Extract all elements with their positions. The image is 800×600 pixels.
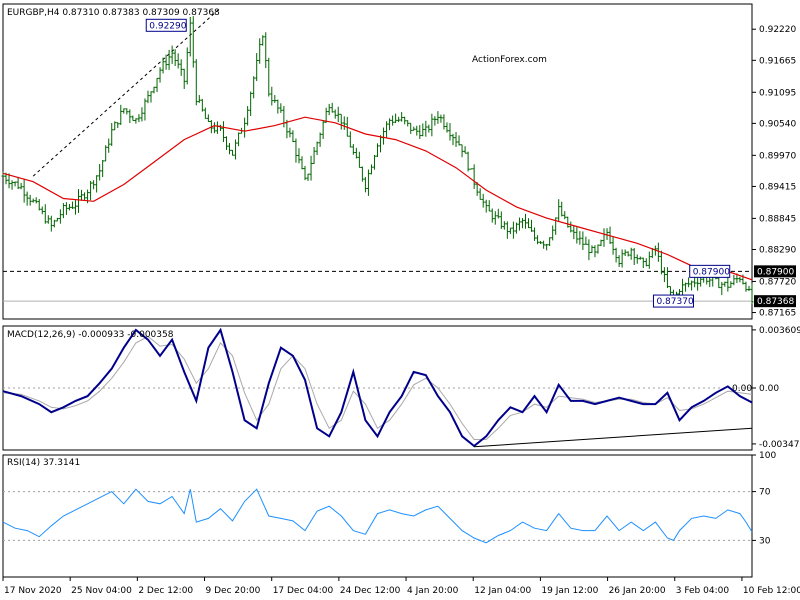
macd-tick-label: -0.003472 [759, 440, 800, 450]
x-tick-label: 24 Dec 12:00 [340, 586, 401, 596]
moving-average-line [2, 116, 753, 281]
rsi-tick-label: 100 [759, 451, 776, 461]
macd-line [2, 327, 753, 448]
price-annotation-box [145, 18, 187, 32]
price-level-tag-label: 0.87368 [757, 297, 794, 307]
price-tick-label: 0.91095 [759, 88, 796, 98]
x-tick-label: 3 Feb 04:00 [676, 586, 730, 596]
price-tick-label: 0.87720 [759, 277, 796, 287]
x-tick-label: 19 Jan 12:00 [541, 586, 598, 596]
x-tick-label: 2 Dec 12:00 [138, 586, 193, 596]
price-tick-label: 0.92220 [759, 25, 796, 35]
x-tick-label: 17 Nov 2020 [4, 586, 62, 596]
price-header: EURGBP,H4 0.87310 0.87383 0.87309 0.8736… [7, 8, 220, 18]
price-tick-label: 0.87165 [759, 309, 796, 319]
price-level-tag [754, 265, 796, 278]
price-tick-label: 0.89970 [759, 151, 796, 161]
watermark: ActionForex.com [472, 55, 547, 65]
macd-zero-label: 0.00 [732, 384, 752, 394]
price-level-tag [754, 295, 796, 308]
price-level-tag-label: 0.87900 [757, 267, 794, 277]
price-tick-label: 0.89415 [759, 182, 796, 192]
rsi-header: RSI(14) 37.3141 [7, 458, 80, 468]
macd-header: MACD(12,26,9) -0.000933 -0.000358 [7, 330, 174, 340]
x-tick-label: 26 Jan 20:00 [609, 586, 666, 596]
macd-tick-label: 0.003609 [759, 326, 800, 336]
price-trendline [32, 7, 221, 177]
price-annotation-label: 0.87900 [693, 267, 730, 277]
rsi-panel-frame [2, 454, 753, 578]
macd-tick-label: 0.00 [759, 384, 779, 394]
price-annotation-box [652, 294, 694, 308]
x-tick-label: 4 Jan 20:00 [407, 586, 459, 596]
rsi-tick-label: 70 [759, 488, 771, 498]
x-tick-label: 25 Nov 04:00 [71, 586, 132, 596]
price-panel-frame [2, 3, 753, 320]
price-annotation-label: 0.92290 [149, 21, 186, 31]
price-annotation-label: 0.87370 [656, 297, 693, 307]
macd-trendline [474, 427, 753, 448]
x-tick-label: 9 Dec 20:00 [206, 586, 261, 596]
price-tick-label: 0.91665 [759, 56, 796, 66]
x-tick-label: 12 Jan 04:00 [474, 586, 531, 596]
price-tick-label: 0.90540 [759, 119, 796, 129]
rsi-line [2, 488, 753, 544]
x-tick-label: 17 Dec 04:00 [273, 586, 334, 596]
price-tick-label: 0.88845 [759, 214, 796, 224]
rsi-tick-label: 30 [759, 536, 771, 546]
x-tick-label: 10 Feb 12:00 [743, 586, 800, 596]
price-annotation-box [689, 264, 731, 278]
price-tick-label: 0.88290 [759, 245, 796, 255]
